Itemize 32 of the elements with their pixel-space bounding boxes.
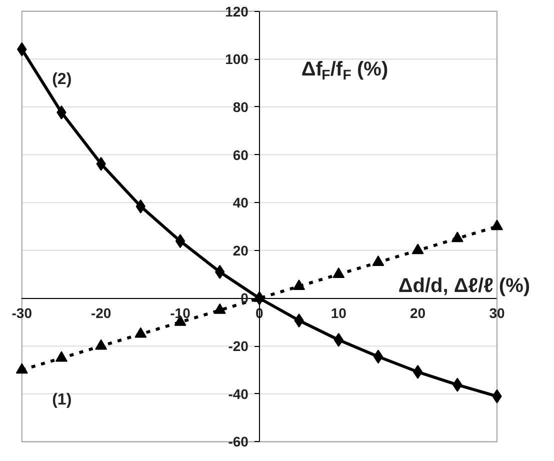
x-axis-title: Δd/d, Δℓ/ℓ (%) xyxy=(398,275,530,298)
x-tick-label: 20 xyxy=(410,305,426,322)
series-label: (2) xyxy=(52,70,72,88)
y-tick-label: 80 xyxy=(232,98,249,115)
x-tick-label: -10 xyxy=(170,305,191,322)
point xyxy=(293,279,306,290)
point xyxy=(55,351,68,362)
point xyxy=(412,364,423,379)
series-label: (1) xyxy=(52,391,72,408)
point xyxy=(412,244,424,254)
x-tick-label: 30 xyxy=(489,305,505,322)
point xyxy=(175,234,186,248)
x-tick-label: -30 xyxy=(12,305,32,322)
y-tick-label: 40 xyxy=(232,194,249,211)
y-tick-label: 20 xyxy=(232,242,249,258)
y-tick-label: -20 xyxy=(228,338,249,354)
point xyxy=(16,363,28,374)
point xyxy=(134,327,147,338)
point xyxy=(95,339,108,350)
y-tick-label: -60 xyxy=(228,434,249,450)
point xyxy=(332,267,345,278)
point xyxy=(373,350,384,364)
y-tick-label: 100 xyxy=(225,51,249,68)
point xyxy=(490,220,503,230)
x-tick-label: 10 xyxy=(330,305,347,322)
x-tick-label: -20 xyxy=(90,305,112,322)
y-tick-label: -40 xyxy=(228,386,249,402)
y-tick-label: 60 xyxy=(232,146,249,163)
point xyxy=(214,303,226,314)
point xyxy=(372,256,384,266)
point xyxy=(451,232,464,242)
y-tick-label: 120 xyxy=(225,3,249,20)
